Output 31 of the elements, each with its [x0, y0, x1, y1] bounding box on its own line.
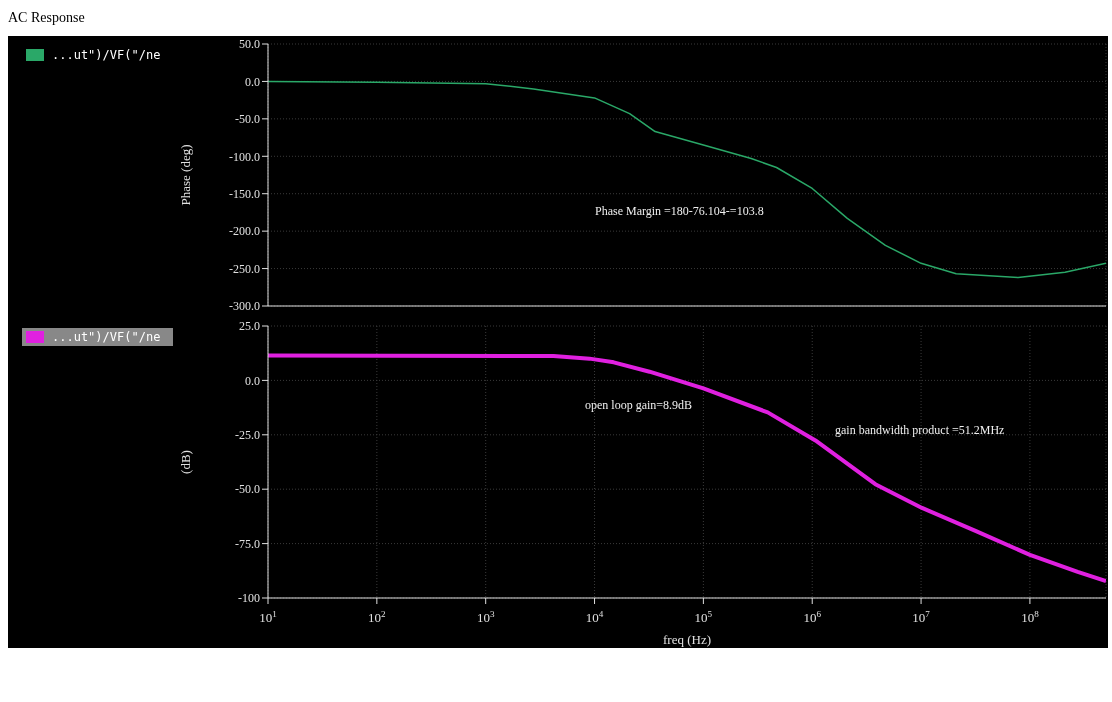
- y-tick-label: -50.0: [235, 112, 260, 127]
- annotation: Phase Margin =180-76.104-=103.8: [594, 204, 765, 219]
- x-tick-label: 10$^{5}$: [694, 609, 713, 625]
- y-tick-label: -300.0: [229, 299, 260, 314]
- x-tick-label: 10$^{1}$: [259, 609, 277, 625]
- legend-label: ...ut")/VF("/ne: [52, 330, 161, 344]
- x-tick-label: 10$^{2}$: [368, 609, 387, 625]
- y-tick-label: -75.0: [235, 536, 260, 551]
- x-tick-label: 10$^{8}$: [1021, 609, 1040, 625]
- annotation: open loop gain=8.9dB: [584, 398, 694, 413]
- legend-label: ...ut")/VF("/ne: [52, 48, 161, 62]
- y-tick-label: -25.0: [235, 428, 260, 443]
- y-tick-label: -250.0: [229, 261, 260, 276]
- y-tick-label: -100: [238, 591, 260, 606]
- y-tick-label: 25.0: [239, 319, 260, 334]
- y-tick-label: 50.0: [239, 37, 260, 52]
- y-tick-label: -50.0: [235, 482, 260, 497]
- x-axis-title: freq (Hz): [663, 632, 711, 647]
- x-tick-label: 10$^{3}$: [476, 609, 495, 625]
- y-tick-label: -200.0: [229, 224, 260, 239]
- y-tick-label: 0.0: [245, 373, 260, 388]
- annotation: gain bandwidth product =51.2MHz: [834, 423, 1006, 438]
- x-tick-label: 10$^{6}$: [803, 609, 822, 625]
- x-tick-label: 10$^{4}$: [585, 609, 604, 625]
- y-axis-title: (dB): [177, 450, 193, 474]
- x-tick-label: 10$^{7}$: [912, 609, 931, 625]
- text: AC Response: [8, 8, 1108, 36]
- y-tick-label: 0.0: [245, 74, 260, 89]
- y-axis-title: Phase (deg): [177, 144, 193, 206]
- y-tick-label: -150.0: [229, 186, 260, 201]
- y-tick-label: -100.0: [229, 149, 260, 164]
